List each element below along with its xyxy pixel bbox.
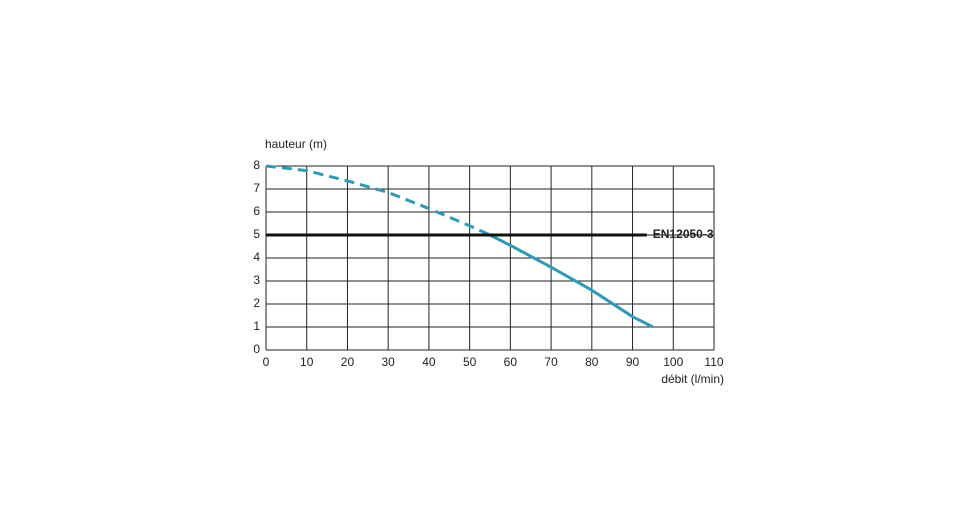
x-tick-label: 0 — [263, 355, 270, 369]
y-tick-label: 3 — [253, 273, 260, 287]
x-axis-label: débit (l/min) — [661, 372, 724, 386]
y-tick-label: 0 — [253, 342, 260, 356]
x-tick-label: 20 — [341, 355, 355, 369]
x-tick-label: 60 — [504, 355, 518, 369]
x-tick-label: 80 — [585, 355, 599, 369]
y-tick-label: 6 — [253, 204, 260, 218]
x-tick-label: 50 — [463, 355, 477, 369]
x-tick-label: 100 — [663, 355, 683, 369]
x-tick-label: 110 — [704, 355, 723, 369]
y-tick-label: 8 — [253, 158, 260, 172]
y-tick-label: 1 — [253, 319, 260, 333]
x-tick-label: 70 — [544, 355, 558, 369]
x-tick-label: 90 — [626, 355, 640, 369]
x-tick-label: 10 — [300, 355, 314, 369]
y-tick-label: 4 — [253, 250, 260, 264]
y-tick-label: 5 — [253, 227, 260, 241]
x-tick-label: 40 — [422, 355, 436, 369]
y-axis-label: hauteur (m) — [265, 137, 327, 151]
y-tick-label: 7 — [253, 181, 260, 195]
curve — [265, 164, 491, 237]
y-tick-label: 2 — [253, 296, 260, 310]
curve — [489, 233, 654, 329]
line-label: EN12050-3 — [653, 227, 714, 241]
x-tick-label: 30 — [382, 355, 396, 369]
